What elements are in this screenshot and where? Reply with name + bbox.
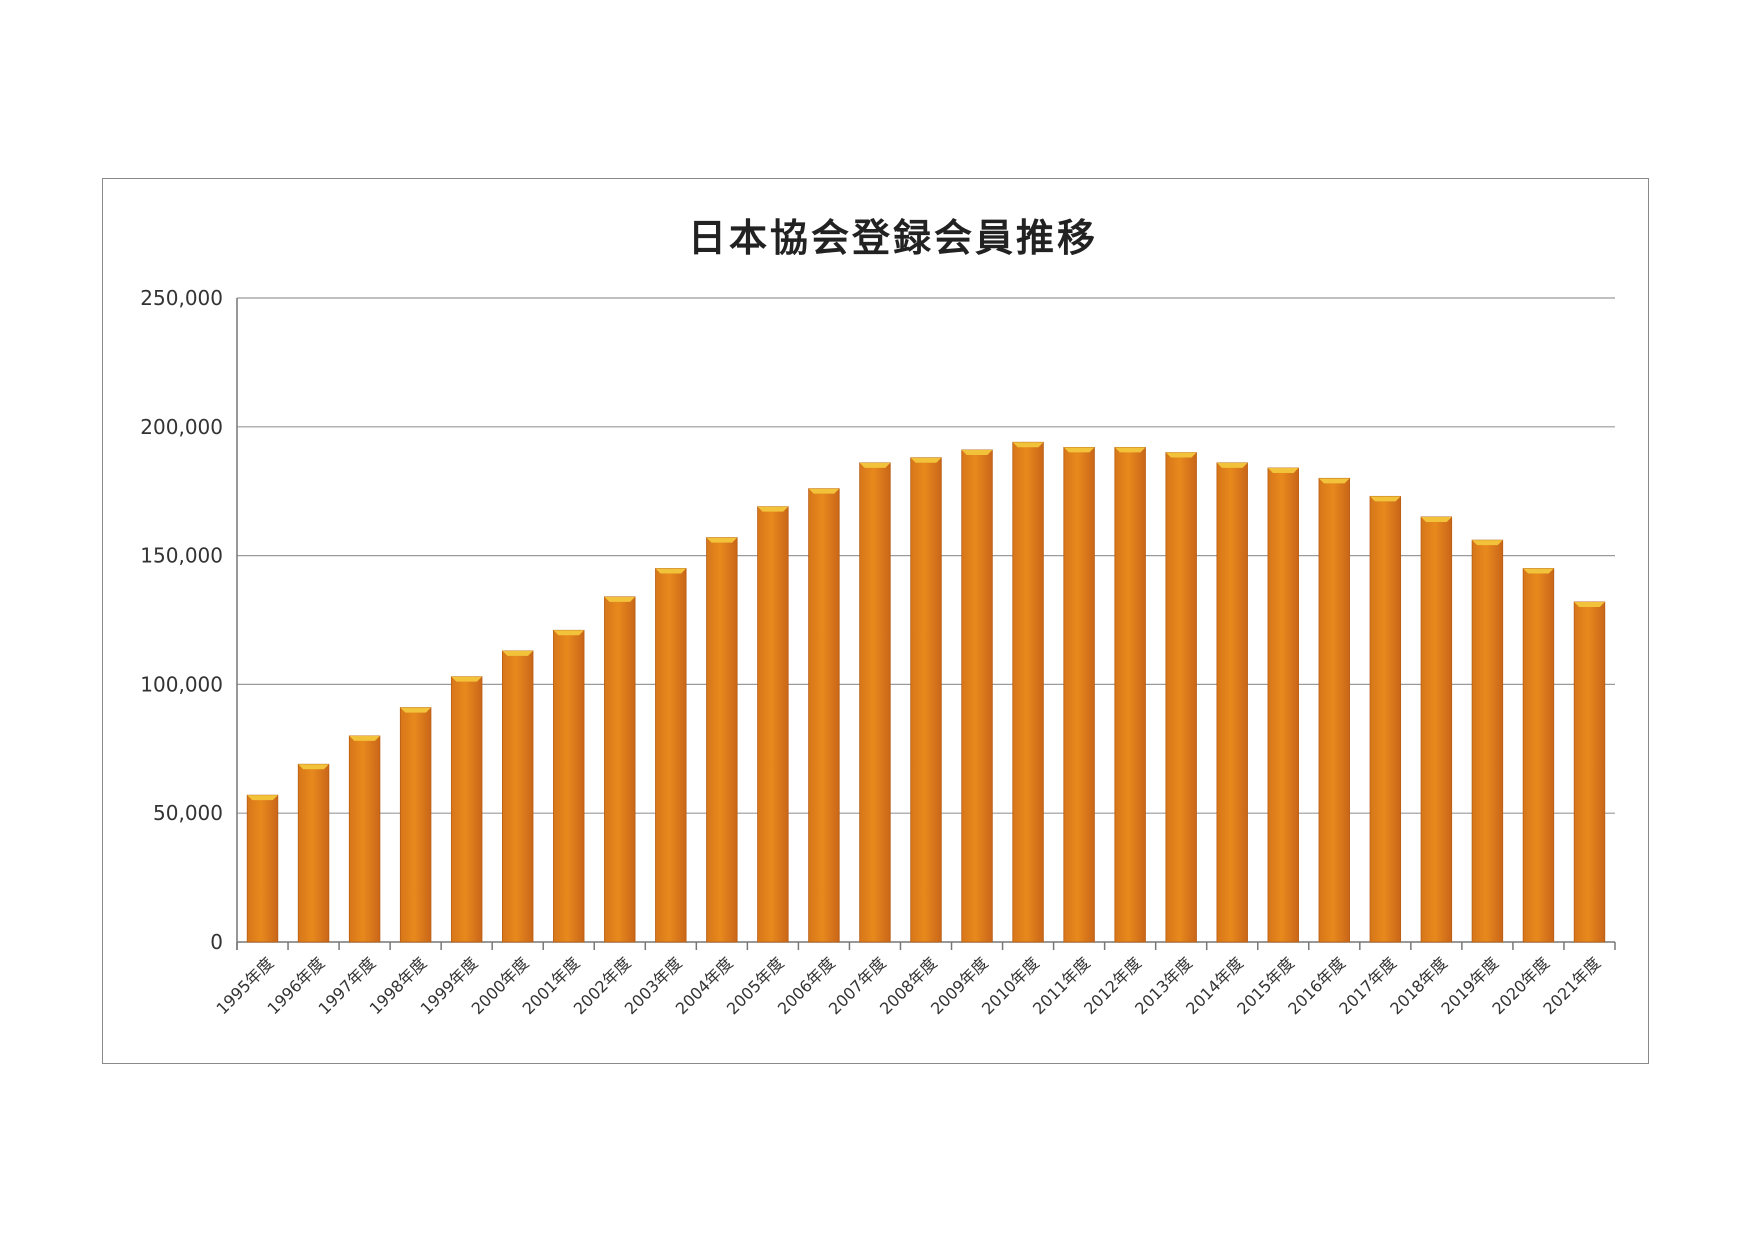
bar	[757, 506, 789, 943]
y-tick-label: 0	[210, 930, 223, 954]
bar-cap	[1421, 516, 1452, 522]
bar-cap	[1472, 540, 1503, 546]
bar-body	[1522, 568, 1555, 943]
bar	[604, 596, 636, 943]
bar-body	[1216, 462, 1248, 943]
bar-body	[450, 676, 483, 943]
bar-cap	[1370, 496, 1401, 502]
bar-cap	[1574, 601, 1605, 607]
bar-body	[1267, 467, 1299, 943]
bar	[706, 537, 738, 943]
bar	[1573, 601, 1606, 943]
bar	[1318, 477, 1351, 943]
bars	[246, 441, 1606, 943]
bar	[1165, 452, 1197, 943]
bar	[655, 568, 687, 943]
bar-body	[1318, 477, 1351, 943]
bar	[1522, 568, 1555, 943]
y-tick-label: 150,000	[140, 544, 223, 568]
bar-body	[1573, 601, 1606, 943]
bar-cap	[859, 462, 891, 468]
bar-cap	[1012, 442, 1044, 448]
bar	[501, 650, 534, 943]
y-tick-label: 250,000	[140, 286, 223, 310]
bar-cap	[910, 457, 942, 463]
bar-body	[859, 462, 891, 943]
bar-body	[1165, 452, 1197, 943]
bar-body	[910, 457, 942, 943]
bar-cap	[400, 707, 431, 713]
bar-body	[961, 449, 993, 943]
y-tick-label: 200,000	[140, 415, 223, 439]
bar-body	[1369, 495, 1402, 943]
bar-body	[553, 629, 585, 943]
bar	[1012, 441, 1044, 943]
bar-cap	[298, 764, 329, 770]
bar-cap	[1114, 447, 1146, 453]
bar-chart: 日本協会登録会員推移 0 50,000 100,000 150,000 200,000 2…	[140, 216, 1616, 1018]
bar-body	[808, 488, 840, 943]
bar-cap	[1318, 478, 1350, 484]
bar	[910, 457, 942, 943]
bar-cap	[808, 488, 840, 494]
bar-cap	[706, 537, 738, 543]
bar	[553, 629, 585, 943]
bar-cap	[757, 506, 789, 512]
bar-cap	[247, 795, 278, 801]
chart-title: 日本協会登録会員推移	[688, 216, 1098, 260]
y-tick-label: 50,000	[153, 801, 223, 825]
bar-body	[501, 650, 534, 943]
bar-body	[348, 735, 381, 943]
bar-cap	[1523, 568, 1554, 574]
bar-cap	[961, 449, 993, 455]
x-axis-ticks: 1995年度1996年度1997年度1998年度1999年度2000年度2001…	[212, 942, 1616, 1018]
chart-frame: 日本協会登録会員推移 0 50,000 100,000 150,000 200,000 2…	[102, 178, 1649, 1064]
bar	[297, 763, 330, 943]
bar	[961, 449, 993, 943]
bar-body	[604, 596, 636, 943]
bar-body	[757, 506, 789, 943]
bar-cap	[451, 676, 482, 682]
bar-body	[1420, 516, 1453, 943]
y-axis-ticks: 0 50,000 100,000 150,000 200,000 250,000	[140, 286, 223, 954]
bar	[450, 676, 483, 943]
bar	[348, 735, 381, 943]
bar	[1216, 462, 1248, 943]
bar-body	[246, 794, 279, 943]
bar-cap	[1165, 452, 1197, 458]
bar-body	[655, 568, 687, 943]
bar-cap	[1267, 468, 1299, 474]
bar	[859, 462, 891, 943]
y-tick-label: 100,000	[140, 672, 223, 696]
bar-body	[399, 707, 432, 943]
bar	[1267, 467, 1299, 943]
bar-body	[706, 537, 738, 943]
bar-cap	[502, 650, 534, 656]
bar-cap	[349, 735, 380, 741]
bar	[1369, 495, 1402, 943]
bar-cap	[604, 596, 636, 602]
bar	[1471, 539, 1504, 943]
bar	[808, 488, 840, 943]
bar-body	[1114, 447, 1146, 943]
bar-cap	[553, 630, 585, 636]
bar	[1420, 516, 1453, 943]
bar-body	[1012, 441, 1044, 943]
bar-cap	[655, 568, 687, 574]
bar-body	[1063, 447, 1095, 943]
bar-cap	[1216, 462, 1248, 468]
bar-body	[1471, 539, 1504, 943]
bar-body	[297, 763, 330, 943]
bar	[1063, 447, 1095, 943]
bar	[246, 794, 279, 943]
bar	[1114, 447, 1146, 943]
bar-cap	[1063, 447, 1095, 453]
bar	[399, 707, 432, 943]
